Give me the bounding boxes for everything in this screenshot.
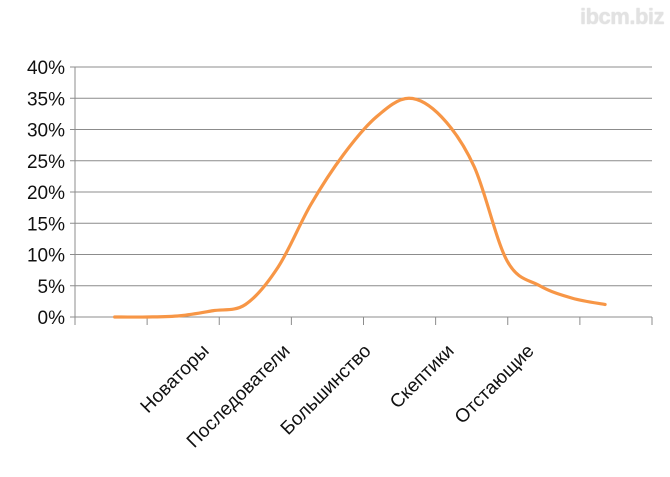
y-tick-label: 25% — [27, 152, 65, 173]
y-tick-label: 40% — [27, 58, 65, 79]
grid-lines — [75, 66, 652, 287]
x-tick-label: Скептики — [386, 341, 458, 413]
y-axis-ticks: 0% 5% 10% 15% 20% 25% 30% 35% 40% — [27, 58, 75, 329]
y-tick-label: 15% — [27, 214, 65, 235]
watermark-logo: ibcm.biz — [579, 4, 665, 29]
x-tick-label: Отстающие — [451, 341, 539, 429]
y-tick-label: 5% — [38, 277, 66, 298]
y-tick-label: 35% — [27, 89, 65, 110]
series-group — [113, 96, 607, 319]
series-line — [113, 96, 607, 319]
x-tick-label: Новаторы — [137, 341, 214, 418]
y-tick-label: 10% — [27, 246, 65, 267]
y-tick-label: 20% — [27, 183, 65, 204]
y-tick-label: 0% — [38, 308, 66, 329]
y-tick-label: 30% — [27, 121, 65, 142]
